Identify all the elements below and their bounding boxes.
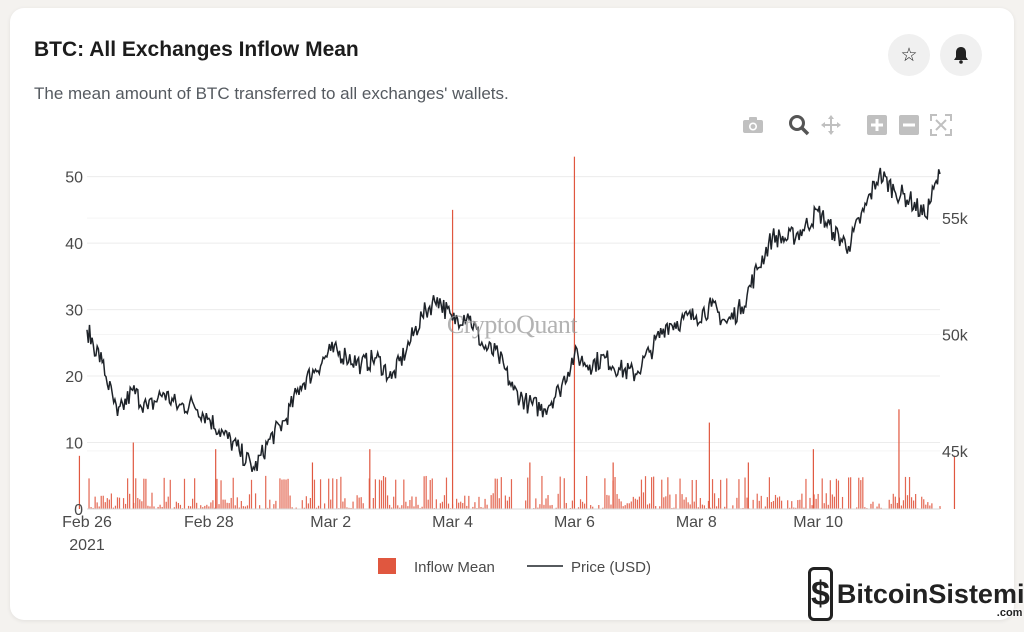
pan-icon[interactable] [818,112,844,138]
zoom-icon[interactable] [786,112,812,138]
watermark-brand: BitcoinSistemi [836,578,1024,609]
star-icon: ☆ [900,44,918,66]
bitcoinsistemi-watermark: $ BitcoinSistemi .com [808,567,1024,621]
autoscale-icon[interactable] [928,112,954,138]
chart-title: BTC: All Exchanges Inflow Mean [34,38,359,61]
favorite-button[interactable]: ☆ [888,34,930,76]
alert-button[interactable] [940,34,982,76]
bitcoin-logo-icon: $ [808,567,833,621]
watermark-domain: .com [996,606,1023,619]
chart-toolbar [740,112,954,138]
watermark-text: BitcoinSistemi .com [836,578,1024,619]
chart-subtitle: The mean amount of BTC transferred to al… [34,84,509,103]
zoom-out-icon[interactable] [896,112,922,138]
bell-icon [954,47,968,64]
camera-icon[interactable] [740,112,766,138]
zoom-in-icon[interactable] [864,112,890,138]
